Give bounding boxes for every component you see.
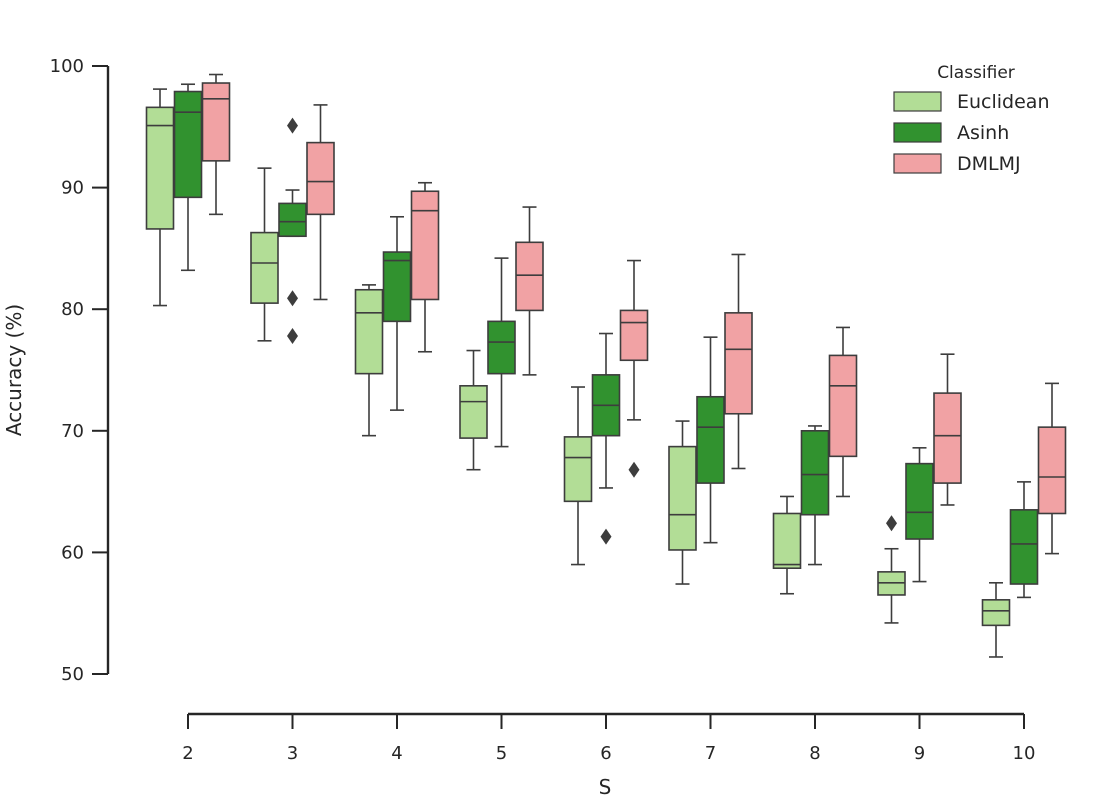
legend-label-dmlmj: DMLMJ <box>957 153 1021 175</box>
box-euclidean-s10 <box>981 581 1011 658</box>
box-dmlmj-s10 <box>1037 382 1067 555</box>
box-dmlmj-s5 <box>515 206 544 376</box>
plot-area <box>145 73 1067 658</box>
box-asinh-s7 <box>696 336 725 544</box>
box-iqr <box>382 251 412 323</box>
outlier-marker <box>287 117 298 134</box>
box-iqr <box>696 395 725 484</box>
legend-label-euclidean: Euclidean <box>957 91 1050 113</box>
x-tick-label: 6 <box>600 743 611 764</box>
x-tick-label: 2 <box>182 743 193 764</box>
legend-label-asinh: Asinh <box>957 122 1009 144</box>
y-tick-label: 90 <box>61 178 84 199</box>
y-tick-label: 60 <box>61 542 84 563</box>
legend-swatch-dmlmj <box>893 153 942 174</box>
box-euclidean-s8 <box>772 495 802 595</box>
box-iqr <box>1037 426 1067 515</box>
legend-swatch-asinh <box>893 122 942 143</box>
box-asinh-s9 <box>905 447 934 583</box>
box-dmlmj-s4 <box>410 181 440 353</box>
box-asinh-s4 <box>382 215 412 411</box>
box-asinh-s5 <box>487 257 516 448</box>
box-dmlmj-s7 <box>724 253 753 470</box>
box-euclidean-s7 <box>668 420 697 585</box>
series-euclidean <box>145 88 1011 658</box>
box-euclidean-s3 <box>250 167 279 342</box>
box-dmlmj-s8 <box>828 326 858 498</box>
box-iqr <box>201 82 231 162</box>
y-tick-label: 70 <box>61 421 84 442</box>
y-tick-label: 80 <box>61 299 84 320</box>
box-iqr <box>828 354 858 458</box>
x-tick-label: 7 <box>705 743 716 764</box>
box-dmlmj-s3 <box>306 104 335 301</box>
outlier-marker <box>628 461 640 478</box>
outlier-marker <box>600 528 612 545</box>
x-axis-title: S <box>599 775 612 799</box>
box-iqr <box>563 436 593 503</box>
box-dmlmj-s9 <box>933 353 962 506</box>
box-iqr <box>1009 509 1039 585</box>
box-iqr <box>905 462 934 540</box>
series-asinh <box>173 83 1039 599</box>
box-iqr <box>800 429 830 516</box>
x-tick-label: 4 <box>391 743 402 764</box>
box-iqr <box>459 385 488 439</box>
box-iqr <box>668 445 697 551</box>
y-axis-title: Accuracy (%) <box>2 304 26 436</box>
box-asinh-s3 <box>278 117 307 344</box>
box-asinh-s2 <box>173 83 203 272</box>
box-iqr <box>250 231 279 304</box>
box-dmlmj-s6 <box>619 259 649 478</box>
box-iqr <box>981 599 1011 627</box>
box-iqr <box>306 141 335 216</box>
box-iqr <box>933 392 962 484</box>
x-axis: 2 3 4 5 6 7 8 9 10 <box>182 712 1036 764</box>
x-tick-label: 10 <box>1013 743 1036 764</box>
y-tick-label: 100 <box>50 56 84 77</box>
x-tick-label: 3 <box>287 743 298 764</box>
y-tick-label: 50 <box>61 664 84 685</box>
x-tick-label: 8 <box>809 743 820 764</box>
box-iqr <box>354 288 384 375</box>
box-euclidean-s6 <box>563 386 593 566</box>
box-euclidean-s2 <box>145 88 175 307</box>
box-iqr <box>278 202 307 238</box>
box-asinh-s6 <box>591 332 621 545</box>
box-asinh-s10 <box>1009 481 1039 599</box>
series-dmlmj <box>201 73 1067 555</box>
box-iqr <box>410 190 440 301</box>
legend: Classifier Euclidean Asinh DMLMJ <box>893 63 1050 175</box>
box-dmlmj-s2 <box>201 73 231 216</box>
box-iqr <box>772 512 802 570</box>
box-iqr <box>619 309 649 362</box>
y-axis: 50 60 70 80 90 100 <box>50 56 110 685</box>
box-asinh-s8 <box>800 425 830 566</box>
outlier-marker <box>287 327 298 344</box>
legend-swatch-euclidean <box>893 91 942 112</box>
box-iqr <box>724 312 753 415</box>
box-iqr <box>487 320 516 375</box>
box-euclidean-s4 <box>354 284 384 437</box>
x-tick-label: 5 <box>496 743 507 764</box>
outlier-marker <box>287 290 298 307</box>
legend-title: Classifier <box>937 63 1015 83</box>
box-iqr <box>173 90 203 199</box>
x-tick-label: 9 <box>914 743 925 764</box>
box-euclidean-s5 <box>459 349 488 471</box>
box-iqr <box>515 241 544 312</box>
box-euclidean-s9 <box>877 515 906 624</box>
outlier-marker <box>886 515 897 532</box>
box-iqr <box>145 106 175 230</box>
